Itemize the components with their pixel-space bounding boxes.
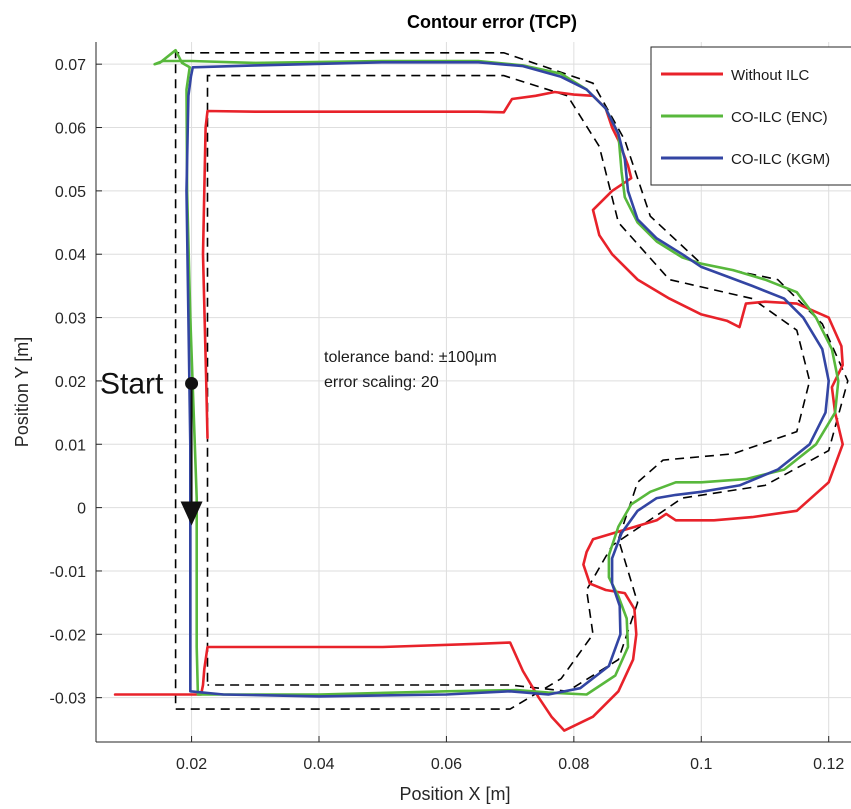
tolerance-band-inner — [206, 74, 811, 693]
tolerance-band — [174, 52, 849, 710]
y-tick-label: 0.01 — [55, 437, 86, 454]
annotation-tolerance-band: tolerance band: ±100μm — [324, 349, 497, 366]
series-line-without-ilc — [113, 90, 844, 732]
y-tick-label: 0.06 — [55, 121, 86, 138]
y-tick-label: 0 — [77, 501, 86, 518]
y-axis-label: Position Y [m] — [12, 337, 32, 447]
y-tick-label: 0.02 — [55, 374, 86, 391]
x-tick-label: 0.02 — [176, 756, 207, 773]
y-tick-label: -0.01 — [50, 564, 87, 581]
x-tick-label: 0.1 — [690, 756, 712, 773]
legend-label-co-ilc-kgm: CO-ILC (KGM) — [731, 151, 830, 168]
series-line-co-ilc-kgm — [185, 61, 830, 698]
x-tick-label: 0.06 — [431, 756, 462, 773]
chart-title: Contour error (TCP) — [407, 12, 577, 32]
x-axis-label: Position X [m] — [399, 784, 510, 804]
y-tick-label: 0.07 — [55, 57, 86, 74]
annotation-error-scaling: error scaling: 20 — [324, 374, 439, 391]
tick-labels: 0.02 0.04 0.06 0.08 0.1 0.12 -0.03 -0.02 -0.01 0 0… — [50, 57, 845, 773]
annotations: Start tolerance band: ±100μm error scali… — [100, 349, 497, 526]
y-tick-label: -0.02 — [50, 627, 87, 644]
legend: Without ILC CO-ILC (ENC) CO-ILC (KGM) — [650, 46, 851, 186]
grid-lines — [96, 42, 851, 742]
y-tick-label: 0.05 — [55, 184, 86, 201]
series-line-co-ilc-enc — [153, 48, 840, 696]
y-tick-label: 0.04 — [55, 247, 86, 264]
x-tick-label: 0.08 — [558, 756, 589, 773]
axes — [95, 42, 851, 743]
x-tick-label: 0.12 — [813, 756, 844, 773]
series-lines — [113, 48, 844, 732]
start-label: Start — [100, 367, 164, 400]
y-tick-label: 0.03 — [55, 311, 86, 328]
legend-label-co-ilc-enc: CO-ILC (ENC) — [731, 109, 828, 126]
x-tick-label: 0.04 — [303, 756, 334, 773]
arrow-head-icon — [180, 501, 203, 526]
legend-label-without-ilc: Without ILC — [731, 67, 810, 84]
y-tick-label: -0.03 — [50, 691, 87, 708]
tolerance-band-outer — [174, 52, 849, 710]
